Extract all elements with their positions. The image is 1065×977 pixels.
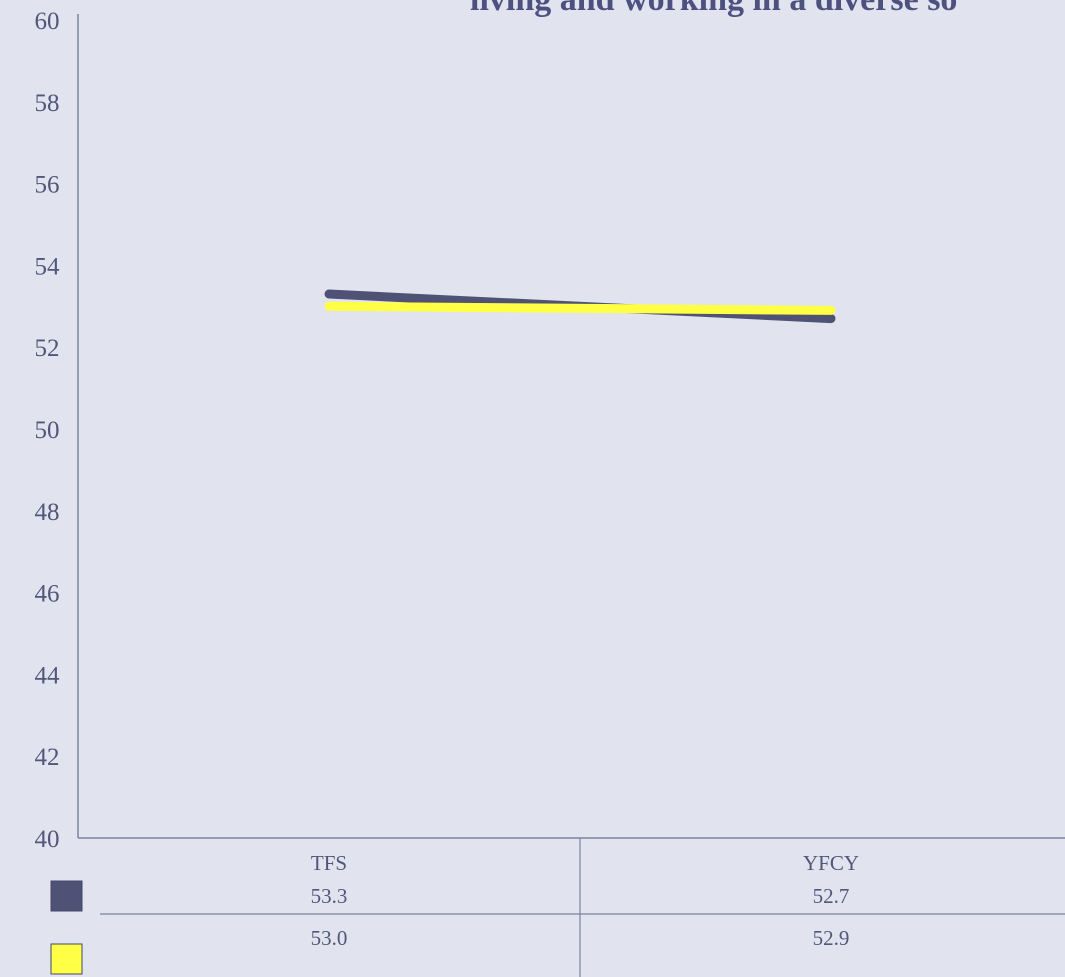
chart-title: living and working in a diverse so [470,0,957,18]
data-value-label: 53.0 [311,926,348,950]
y-tick-label: 60 [35,8,60,35]
y-tick-label: 48 [35,499,60,526]
y-tick-label: 40 [35,826,60,853]
series-lines [324,289,836,324]
y-tick-label: 50 [35,417,60,444]
y-tick-label: 52 [35,335,60,362]
data-table: TFS YFCY 53.3 52.7 53.0 52.9 [50,838,1065,977]
y-tick-label: 44 [35,662,61,689]
y-tick-label: 46 [35,581,60,608]
y-tick-label: 56 [35,172,60,199]
category-label: TFS [311,851,347,875]
series-line-2 [324,301,836,315]
y-tick-label: 42 [35,744,60,771]
data-value-label: 52.9 [813,926,850,950]
y-tick-labels: 40 42 44 46 48 50 52 54 56 58 60 [35,8,61,853]
y-tick-label: 58 [35,90,60,117]
axes [77,14,1065,839]
y-tick-label: 54 [35,253,61,280]
legend-swatch-series-1 [50,880,83,912]
category-label: YFCY [803,851,859,875]
data-value-label: 52.7 [813,884,850,908]
legend-swatch-series-2 [50,943,83,975]
data-value-label: 53.3 [311,884,348,908]
